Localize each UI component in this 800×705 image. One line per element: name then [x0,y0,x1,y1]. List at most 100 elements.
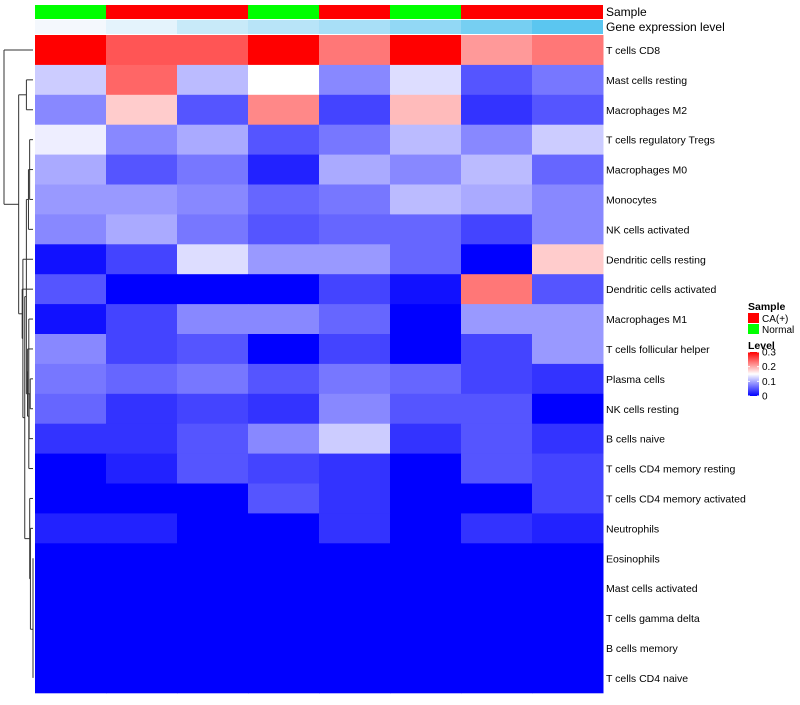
heatmap-cell [35,124,107,156]
sample-annotation-cell [532,5,603,19]
heatmap-cell [248,453,320,484]
heatmap-cell [106,603,178,634]
heatmap-cell [248,304,320,335]
heatmap-cell [461,35,533,66]
heatmap-cell [319,154,391,185]
expression-annotation-cell [319,20,390,34]
heatmap-cell [35,603,107,634]
heatmap-cell [461,453,533,484]
heatmap-cell [390,124,462,156]
heatmap-cell [390,35,462,66]
heatmap-cell [390,513,462,544]
sample-annotation-label: Sample [606,5,647,19]
heatmap-cell [177,662,249,694]
heatmap-cell [461,94,533,126]
heatmap-cell [532,423,604,455]
heatmap-cell [248,94,320,126]
heatmap-cell [177,35,249,66]
heatmap-cell [319,94,391,126]
heatmap-cell [248,334,320,365]
heatmap-cell [319,483,391,514]
heatmap-cell [461,543,533,574]
heatmap-cell [35,453,107,484]
heatmap-cell [532,35,604,66]
sample-annotation-cell [106,5,177,19]
heatmap-cell [532,513,604,544]
row-label: Plasma cells [606,374,665,386]
row-label: T cells CD4 memory activated [606,493,746,505]
heatmap-cell [248,214,320,245]
heatmap-cell [390,363,462,395]
heatmap-cell [390,633,462,664]
heatmap-cell [248,35,320,66]
row-label: Eosinophils [606,553,660,565]
heatmap-cell [177,483,249,514]
heatmap-cell [177,603,249,634]
heatmap-cell [106,154,178,185]
heatmap-cell [106,483,178,514]
heatmap-cell [532,124,604,156]
heatmap-cell [248,244,320,275]
heatmap-cell [177,244,249,275]
row-label: Dendritic cells resting [606,254,706,266]
heatmap-cell [532,334,604,365]
heatmap-cell [532,543,604,574]
heatmap-cell [390,214,462,245]
row-label: T cells gamma delta [606,613,700,625]
heatmap-cell [35,513,107,544]
row-label: Monocytes [606,194,657,206]
heatmap-cell [390,603,462,634]
legend-color-bar [748,352,759,396]
heatmap-cell [106,304,178,335]
heatmap-cell [390,573,462,604]
row-label: Macrophages M1 [606,314,687,326]
heatmap-cell [532,603,604,634]
heatmap-cell [390,64,462,96]
heatmap-cell [35,94,107,126]
heatmap-cell [177,154,249,185]
heatmap-cell [461,423,533,455]
heatmap-cell [35,423,107,455]
heatmap-cell [248,184,320,215]
row-dendrogram [3,49,34,678]
legend-tick-label: 0 [762,392,768,403]
heatmap-cell [177,274,249,305]
heatmap-cell [319,633,391,664]
row-label: B cells memory [606,643,679,655]
heatmap-cell [248,573,320,604]
heatmap-cell [461,483,533,514]
heatmap-cell [461,573,533,604]
heatmap-cells [35,35,604,694]
heatmap-cell [248,124,320,156]
heatmap-cell [106,453,178,484]
heatmap-cell [461,393,533,425]
heatmap-cell [319,184,391,215]
sample-annotation-cell [248,5,319,19]
heatmap-cell [35,393,107,425]
heatmap-cell [106,573,178,604]
heatmap-cell [106,393,178,425]
heatmap-cell [177,184,249,215]
row-label: Mast cells resting [606,75,687,87]
heatmap-cell [106,35,178,66]
heatmap-cell [390,184,462,215]
row-label: Macrophages M2 [606,105,687,117]
expression-annotation-cell [106,20,177,34]
heatmap-cell [248,633,320,664]
heatmap-cell [461,633,533,664]
heatmap-cell [390,662,462,694]
heatmap-cell [177,573,249,604]
heatmap-cell [390,423,462,455]
row-label: T cells CD8 [606,45,660,57]
heatmap-cell [390,334,462,365]
heatmap-cell [177,543,249,574]
row-label: Macrophages M0 [606,165,687,177]
heatmap-cell [532,363,604,395]
heatmap-cell [532,214,604,245]
heatmap-cell [35,363,107,395]
legend-tick-label: 0.1 [762,377,776,388]
heatmap-cell [177,363,249,395]
heatmap-cell [319,363,391,395]
